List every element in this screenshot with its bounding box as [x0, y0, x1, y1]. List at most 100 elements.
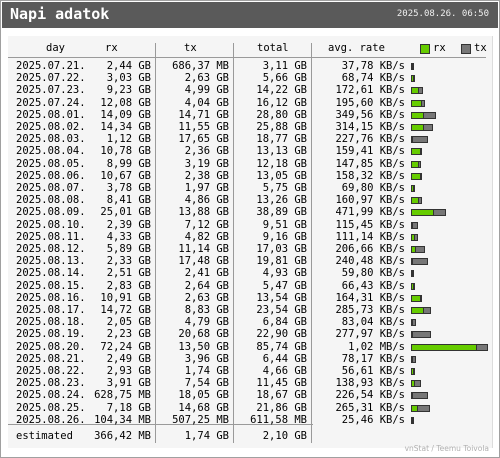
tx-bar	[414, 233, 418, 241]
legend-rx-swatch	[420, 44, 430, 54]
row-rx: 10,67 GB	[100, 169, 151, 182]
row-day: 2025.08.06.	[16, 169, 86, 182]
row-tx: 18,05 GB	[178, 389, 229, 402]
tx-bar	[414, 380, 421, 388]
row-day: 2025.08.02.	[16, 121, 86, 133]
row-rx: 14,09 GB	[100, 108, 151, 121]
row-rx: 5,89 GB	[106, 243, 151, 255]
row-total: 17,03 GB	[256, 243, 307, 255]
row-rx: 2,83 GB	[106, 279, 151, 292]
row-tx: 686,37 MB	[172, 60, 229, 72]
row-tx: 17,48 GB	[178, 255, 229, 268]
row-day: 2025.08.15.	[16, 279, 86, 292]
row-tx: 3,96 GB	[184, 352, 229, 365]
row-total: 16,12 GB	[256, 96, 307, 109]
row-rx: 4,33 GB	[106, 230, 151, 243]
row-tx: 2,64 GB	[184, 279, 229, 292]
row-rx: 3,03 GB	[106, 72, 151, 85]
row-day: 2025.08.22.	[16, 365, 86, 377]
tx-bar	[413, 282, 415, 290]
row-avg-rate: 314,15 KB/s	[335, 121, 405, 133]
row-total: 9,51 GB	[262, 218, 307, 231]
row-avg-rate: 147,85 KB/s	[335, 157, 405, 170]
row-avg-rate: 206,66 KB/s	[335, 243, 405, 255]
tx-bar	[421, 99, 425, 107]
row-tx: 2,41 GB	[184, 267, 229, 280]
row-tx: 3,19 GB	[184, 157, 229, 170]
row-rx: 104,34 MB	[94, 413, 151, 426]
row-day: 2025.08.23.	[16, 377, 86, 390]
title-bar: Napi adatok 2025.08.26. 06:50	[2, 2, 498, 28]
row-avg-rate: 160,97 KB/s	[335, 194, 405, 207]
row-tx: 13,88 GB	[178, 206, 229, 219]
row-tx: 8,83 GB	[184, 304, 229, 316]
row-day: 2025.08.01.	[16, 108, 86, 121]
row-rx: 2,05 GB	[106, 316, 151, 329]
tx-bar	[412, 136, 428, 144]
row-avg-rate: 115,45 KB/s	[335, 218, 405, 231]
header-total: total	[257, 42, 289, 54]
row-tx: 11,14 GB	[178, 243, 229, 255]
row-total: 38,89 GB	[256, 206, 307, 219]
row-tx: 20,68 GB	[178, 328, 229, 341]
header-avg-rate: avg. rate	[328, 42, 385, 54]
header-rx: rx	[105, 42, 118, 54]
tx-bar	[412, 63, 414, 70]
tx-bar	[418, 160, 421, 168]
row-rx: 628,75 MB	[94, 389, 151, 402]
tx-bar	[433, 209, 446, 217]
estimated-rx: 366,42 MB	[94, 430, 151, 442]
row-avg-rate: 138,93 KB/s	[335, 377, 405, 390]
row-rx: 2,49 GB	[106, 352, 151, 365]
row-day: 2025.08.04.	[16, 145, 86, 158]
row-total: 9,16 GB	[262, 230, 307, 243]
row-day: 2025.08.18.	[16, 316, 86, 329]
row-total: 85,74 GB	[256, 340, 307, 353]
tx-bar	[412, 270, 414, 278]
row-total: 21,86 GB	[256, 401, 307, 414]
row-rx: 10,78 GB	[100, 145, 151, 158]
row-day: 2025.08.17.	[16, 304, 86, 316]
tx-bar	[412, 258, 428, 266]
row-day: 2025.08.05.	[16, 157, 86, 170]
row-day: 2025.08.13.	[16, 255, 86, 268]
row-rx: 8,41 GB	[106, 194, 151, 207]
rx-bar	[411, 209, 434, 217]
column-divider	[233, 43, 234, 443]
row-total: 23,54 GB	[256, 304, 307, 316]
tx-bar	[412, 221, 418, 229]
row-rx: 2,93 GB	[106, 365, 151, 377]
row-avg-rate: 285,73 KB/s	[335, 304, 405, 316]
header-day: day	[46, 42, 65, 54]
row-total: 25,88 GB	[256, 121, 307, 133]
row-day: 2025.08.25.	[16, 401, 86, 414]
row-total: 18,67 GB	[256, 389, 307, 402]
timestamp: 2025.08.26. 06:50	[396, 9, 489, 19]
row-avg-rate: 471,99 KB/s	[335, 206, 405, 219]
row-rx: 8,99 GB	[106, 157, 151, 170]
row-total: 18,77 GB	[256, 133, 307, 146]
row-avg-rate: 56,61 KB/s	[341, 365, 405, 377]
row-tx: 507,25 MB	[172, 413, 229, 426]
estimated-tx: 1,74 GB	[184, 430, 229, 442]
row-avg-rate: 195,60 KB/s	[335, 96, 405, 109]
row-tx: 4,82 GB	[184, 230, 229, 243]
estimated-label: estimated	[16, 430, 73, 442]
row-day: 2025.07.23.	[16, 84, 86, 97]
row-day: 2025.08.09.	[16, 206, 86, 219]
row-rx: 2,51 GB	[106, 267, 151, 280]
legend-tx-swatch	[461, 44, 471, 54]
row-total: 5,75 GB	[262, 182, 307, 194]
row-total: 13,26 GB	[256, 194, 307, 207]
row-avg-rate: 227,76 KB/s	[335, 133, 405, 146]
page-title: Napi adatok	[10, 5, 110, 23]
row-total: 14,22 GB	[256, 84, 307, 97]
tx-bar	[420, 148, 422, 156]
row-avg-rate: 111,14 KB/s	[335, 230, 405, 243]
tx-bar	[423, 307, 431, 314]
tx-bar	[415, 246, 425, 253]
row-avg-rate: 66,43 KB/s	[341, 279, 405, 292]
row-avg-rate: 349,56 KB/s	[335, 108, 405, 121]
tx-bar	[413, 185, 415, 192]
